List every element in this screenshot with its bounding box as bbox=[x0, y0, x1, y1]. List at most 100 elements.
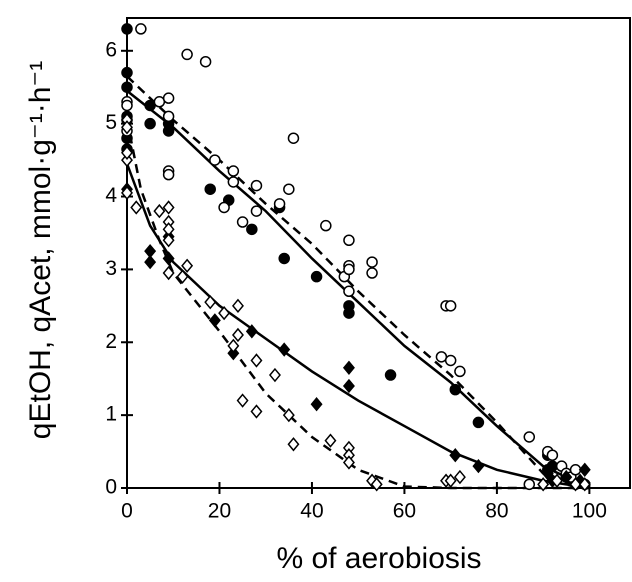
point bbox=[278, 252, 290, 265]
point bbox=[236, 216, 249, 228]
point bbox=[121, 99, 133, 112]
point bbox=[250, 404, 263, 419]
point bbox=[162, 168, 175, 181]
fit-line bbox=[126, 89, 590, 490]
point bbox=[162, 265, 175, 281]
y-tick-label: 1 bbox=[105, 403, 117, 426]
point bbox=[546, 449, 559, 461]
point bbox=[343, 285, 355, 298]
point bbox=[144, 117, 156, 130]
point bbox=[199, 55, 212, 68]
x-tick-label: 0 bbox=[121, 500, 133, 523]
point bbox=[343, 307, 355, 319]
y-tick-label: 4 bbox=[105, 184, 117, 207]
point bbox=[449, 448, 462, 463]
point bbox=[283, 183, 295, 195]
point bbox=[250, 353, 263, 368]
point bbox=[537, 477, 550, 492]
point bbox=[523, 478, 536, 491]
point bbox=[162, 92, 175, 104]
point bbox=[342, 455, 355, 470]
y-tick-label: 3 bbox=[105, 257, 117, 280]
point bbox=[282, 407, 295, 423]
point bbox=[384, 369, 397, 381]
point bbox=[472, 458, 485, 474]
point bbox=[144, 254, 157, 270]
x-tick-label: 20 bbox=[208, 500, 231, 523]
point bbox=[162, 251, 175, 266]
point bbox=[121, 120, 133, 135]
point bbox=[453, 469, 466, 485]
point bbox=[560, 469, 573, 485]
point bbox=[551, 473, 563, 488]
point bbox=[273, 198, 286, 210]
x-tick-label: 60 bbox=[393, 500, 416, 523]
point bbox=[209, 154, 221, 166]
point bbox=[268, 367, 281, 383]
point bbox=[287, 437, 300, 452]
point bbox=[162, 200, 175, 215]
point bbox=[231, 327, 244, 343]
point bbox=[366, 267, 378, 279]
y-axis-label: qEtOH, qAcet, mmol·g⁻¹·h⁻¹ bbox=[24, 61, 57, 439]
point bbox=[310, 397, 323, 412]
point bbox=[236, 393, 249, 408]
point bbox=[472, 416, 485, 429]
point bbox=[343, 263, 355, 276]
point bbox=[569, 477, 582, 492]
point bbox=[130, 200, 143, 215]
point bbox=[246, 223, 258, 236]
point bbox=[135, 23, 147, 35]
point bbox=[250, 205, 263, 217]
point bbox=[370, 477, 383, 492]
point bbox=[204, 183, 216, 195]
point bbox=[181, 258, 194, 273]
fit-line bbox=[125, 163, 590, 490]
point bbox=[176, 269, 189, 284]
point bbox=[449, 383, 462, 396]
point bbox=[454, 365, 466, 378]
point bbox=[218, 305, 231, 321]
point bbox=[227, 165, 240, 177]
point bbox=[162, 233, 175, 248]
point bbox=[578, 462, 591, 477]
point bbox=[444, 300, 457, 312]
point bbox=[227, 338, 240, 354]
fit-line bbox=[125, 119, 590, 490]
point bbox=[121, 152, 133, 168]
x-tick-label: 40 bbox=[300, 500, 323, 523]
point bbox=[278, 342, 291, 357]
point bbox=[444, 354, 457, 367]
point bbox=[227, 176, 240, 188]
point bbox=[250, 179, 263, 192]
x-tick-label: 100 bbox=[572, 500, 607, 523]
x-tick-label: 80 bbox=[485, 500, 508, 523]
point bbox=[153, 203, 166, 219]
point bbox=[245, 324, 258, 339]
y-tick-label: 6 bbox=[105, 38, 117, 61]
plot-frame bbox=[126, 17, 631, 489]
point bbox=[366, 256, 378, 268]
point bbox=[121, 23, 133, 35]
point bbox=[523, 431, 536, 443]
point bbox=[227, 346, 240, 361]
x-axis-label: % of aerobiosis bbox=[276, 542, 481, 575]
point bbox=[218, 201, 230, 214]
point bbox=[324, 433, 337, 448]
point bbox=[162, 110, 175, 123]
point bbox=[208, 313, 221, 328]
point bbox=[320, 219, 332, 232]
point bbox=[181, 48, 193, 61]
fit-line bbox=[126, 75, 590, 490]
point bbox=[342, 360, 355, 375]
point bbox=[121, 81, 133, 93]
point bbox=[121, 185, 133, 201]
y-tick-label: 2 bbox=[105, 330, 117, 353]
point bbox=[162, 125, 175, 137]
point bbox=[343, 234, 355, 246]
point bbox=[287, 132, 300, 144]
y-tick-label: 5 bbox=[105, 111, 117, 134]
point bbox=[578, 477, 591, 492]
point bbox=[444, 473, 457, 488]
